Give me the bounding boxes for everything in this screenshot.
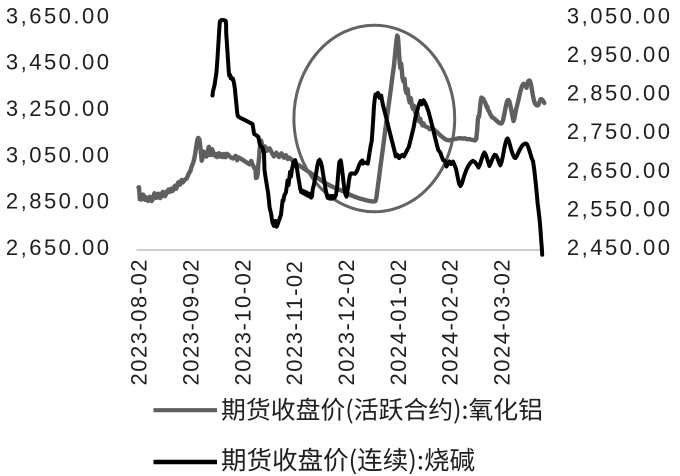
svg-text:2024-02-02: 2024-02-02 [438, 258, 463, 386]
svg-text:2023-10-02: 2023-10-02 [230, 258, 255, 386]
svg-text:2,650.00: 2,650.00 [567, 158, 673, 183]
svg-text:2024-03-02: 2024-03-02 [490, 258, 515, 386]
svg-text:2023-11-02: 2023-11-02 [282, 260, 307, 386]
svg-text:2,850.00: 2,850.00 [6, 189, 112, 214]
svg-text:3,050.00: 3,050.00 [567, 3, 673, 28]
svg-text:2023-09-02: 2023-09-02 [179, 258, 204, 386]
svg-text:3,050.00: 3,050.00 [6, 142, 112, 167]
svg-text:2,950.00: 2,950.00 [567, 42, 673, 67]
svg-text:2,650.00: 2,650.00 [6, 235, 112, 260]
svg-text:2023-08-02: 2023-08-02 [127, 258, 152, 386]
svg-text:2,450.00: 2,450.00 [567, 235, 673, 260]
svg-text:2,550.00: 2,550.00 [567, 196, 673, 221]
svg-text:3,450.00: 3,450.00 [6, 50, 112, 75]
svg-text:2023-12-02: 2023-12-02 [334, 258, 359, 386]
svg-text:2024-01-02: 2024-01-02 [386, 258, 411, 386]
svg-text:2,750.00: 2,750.00 [567, 119, 673, 144]
svg-text:3,250.00: 3,250.00 [6, 96, 112, 121]
svg-text:3,650.00: 3,650.00 [6, 3, 112, 28]
svg-text:2,850.00: 2,850.00 [567, 81, 673, 106]
